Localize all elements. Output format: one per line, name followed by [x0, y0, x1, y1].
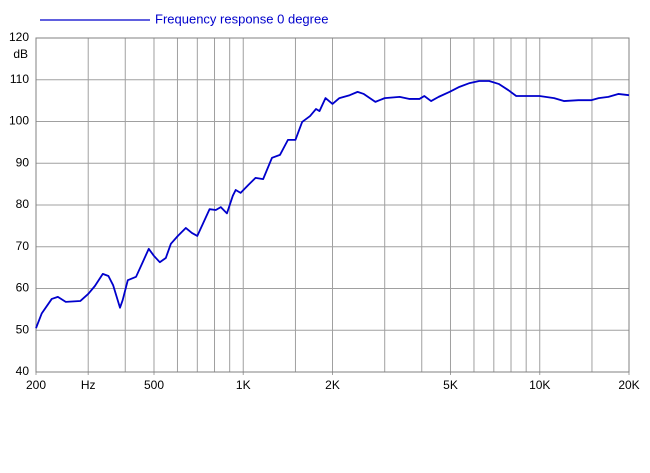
x-tick-label: 2K	[325, 378, 340, 392]
x-tick-label: 500	[144, 378, 164, 392]
y-tick-label: 90	[16, 155, 30, 169]
y-tick-label: 100	[9, 114, 29, 128]
y-tick-label: 120	[9, 30, 29, 44]
y-tick-label: 110	[10, 72, 29, 86]
y-tick-label: 80	[16, 197, 30, 211]
y-tick-label: 40	[16, 364, 30, 378]
x-tick-label: 1K	[236, 378, 251, 392]
y-tick-label: 70	[16, 239, 30, 253]
y-axis-label: dB	[13, 47, 28, 61]
plot-frame	[35, 37, 630, 373]
x-tick-label: Hz	[81, 378, 96, 392]
x-tick-label: 200	[26, 378, 46, 392]
y-tick-label: 60	[16, 281, 30, 295]
y-tick-label: 50	[16, 322, 30, 336]
series-line	[35, 80, 630, 329]
x-tick-label: 10K	[529, 378, 550, 392]
x-tick-label: 5K	[443, 378, 458, 392]
legend-label: Frequency response 0 degree	[155, 11, 328, 26]
x-tick-label: 20K	[618, 378, 639, 392]
